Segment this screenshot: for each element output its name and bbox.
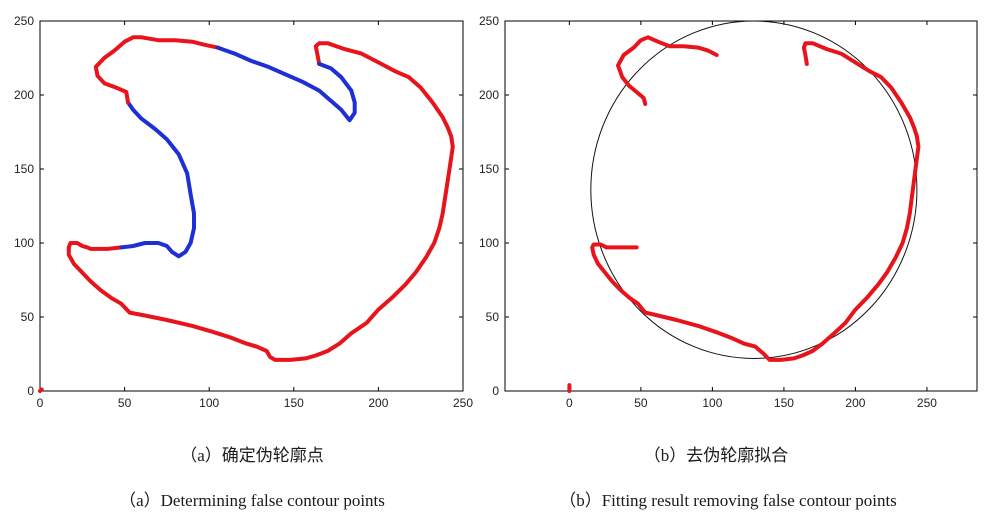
x-tick-label: 0	[566, 396, 573, 410]
contour-series-1	[616, 35, 719, 106]
panel-a-plot: 0 50 100 150 200 250 0 50 100 150 200 250	[14, 14, 473, 410]
false-contour-series-1	[119, 100, 196, 259]
panel-b-frame	[504, 20, 978, 392]
y-tick-label: 250	[479, 14, 499, 28]
y-tick-label: 0	[27, 384, 34, 398]
contour-series-2	[93, 35, 220, 105]
y-tick-label: 250	[14, 14, 34, 28]
y-tick-label: 200	[479, 88, 499, 102]
y-tick-label: 200	[14, 88, 34, 102]
x-tick-label: 150	[284, 396, 304, 410]
y-tick-label: 100	[479, 236, 499, 250]
x-tick-label: 100	[702, 396, 722, 410]
x-tick-label: 250	[917, 396, 937, 410]
x-tick-label: 200	[845, 396, 865, 410]
x-tick-label: 250	[453, 396, 473, 410]
panel-b-caption-cn: （b）去伪轮廓拟合	[643, 446, 789, 465]
y-tick-label: 150	[14, 162, 34, 176]
x-tick-label: 200	[368, 396, 388, 410]
x-tick-label: 0	[37, 396, 44, 410]
x-tick-label: 50	[634, 396, 648, 410]
y-tick-label: 50	[486, 310, 500, 324]
y-tick-label: 150	[479, 162, 499, 176]
panel-b-caption-en: （b）Fitting result removing false contour…	[559, 491, 897, 510]
contour-series-4	[38, 387, 44, 393]
x-tick-label: 100	[199, 396, 219, 410]
panel-a-caption-en: （a）Determining false contour points	[119, 491, 385, 510]
panel-a-caption-cn: （a）确定伪轮廓点	[180, 446, 324, 465]
fit-circle	[590, 20, 918, 359]
x-tick-label: 150	[774, 396, 794, 410]
y-tick-label: 50	[21, 310, 35, 324]
contour-series-0	[66, 41, 455, 362]
x-tick-label: 50	[118, 396, 132, 410]
panel-a-frame	[39, 20, 464, 392]
false-contour-series-3	[215, 45, 357, 123]
y-tick-label: 100	[14, 236, 34, 250]
contour-series-0	[590, 41, 921, 362]
panel-b-plot: 0 50 100 150 200 250 0 50 100 150 200 250	[479, 14, 978, 410]
y-tick-label: 0	[492, 384, 499, 398]
